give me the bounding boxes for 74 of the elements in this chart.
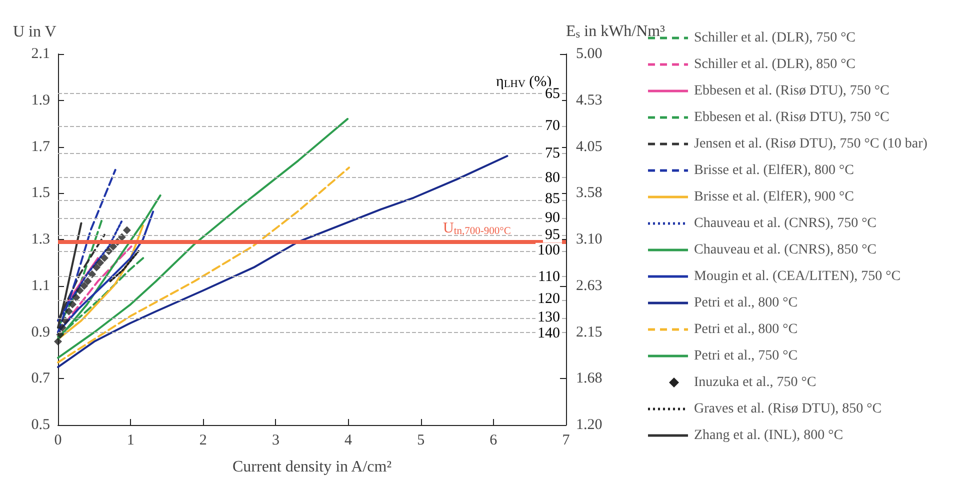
ref-line-label: Utn,700-900°C (443, 220, 511, 237)
y2-tick-label: 1.20 (576, 417, 602, 433)
legend-label: Schiller et al. (DLR), 850 °C (694, 57, 856, 72)
legend-label: Brisse et al. (ElfER), 900 °C (694, 190, 854, 204)
y-tick-label: 1.1 (31, 278, 50, 294)
y-tick-label: 0.9 (31, 324, 50, 340)
point (88, 270, 96, 278)
x-tick-label: 3 (272, 432, 280, 448)
point (68, 300, 77, 308)
x-tick-label: 7 (562, 432, 570, 448)
y2-tick-label: 5.00 (576, 46, 602, 62)
point (58, 324, 66, 332)
legend-label: Schiller et al. (DLR), 750 °C (694, 30, 856, 46)
y-tick-label: 1.3 (31, 232, 50, 248)
x-tick-label: 0 (54, 432, 62, 448)
legend-label: Ebbesen et al. (Risø DTU), 750 °C (694, 110, 890, 125)
y-axis-title: U in V (13, 24, 57, 40)
y-tick-label: 1.9 (31, 92, 50, 108)
annotation: 80 (545, 170, 560, 186)
y-tick-label: 1.7 (31, 138, 50, 155)
legend-label: Ebbesen et al. (Risø DTU), 750 °C (694, 84, 890, 98)
legend-label: Chauveau et al. (CNRS), 850 °C (694, 242, 877, 258)
point (72, 293, 80, 302)
annotation: 90 (545, 210, 560, 226)
y2-tick-label: 4.53 (576, 92, 602, 108)
y2-tick-label: 2.15 (576, 324, 602, 340)
x-tick-label: 4 (344, 432, 353, 448)
point (122, 226, 131, 234)
x-tick-label: 2 (199, 432, 207, 448)
legend-label: Jensen et al. (Risø DTU), 750 °C (10 bar) (694, 136, 928, 152)
annotation: 70 (545, 118, 560, 134)
legend-label: Mougin et al. (CEA/LITEN), 750 °C (694, 269, 901, 284)
annotation: 95 (545, 227, 560, 244)
annotation: 120 (538, 290, 560, 307)
y-tick-label: 2.1 (31, 46, 50, 62)
legend-label: Zhang et al. (INL), 800 °C (694, 428, 844, 443)
legend-label: Graves et al. (Risø DTU), 850 °C (694, 402, 882, 416)
point (64, 307, 73, 316)
line-series (57, 166, 350, 364)
point (92, 263, 100, 272)
annotation: 110 (538, 268, 560, 285)
x-axis-title: Current density in A/cm² (232, 458, 392, 476)
legend-label: Petri et al., 800 °C (694, 296, 798, 310)
point (54, 338, 62, 346)
legend-label: Petri et al., 800 °C (694, 322, 798, 337)
y2-tick-label: 3.58 (576, 185, 602, 202)
legend-label: Inuzuka et al., 750 °C (694, 375, 816, 390)
y2-tick-label: 4.05 (576, 138, 602, 155)
point (96, 258, 104, 267)
y2-tick-label: 3.10 (576, 232, 602, 248)
line-series (57, 155, 508, 368)
legend-label: Brisse et al. (ElfER), 800 °C (694, 163, 854, 178)
y2-tick-label: 2.63 (576, 278, 602, 294)
y-tick-label: 1.5 (31, 185, 50, 202)
annotation: 130 (538, 309, 560, 326)
legend-label: Petri et al., 750 °C (694, 348, 798, 364)
line-series (57, 118, 349, 359)
point (100, 254, 108, 262)
x-tick-label: 1 (126, 432, 134, 448)
annotation: 85 (545, 191, 560, 208)
point (80, 282, 88, 290)
y-tick-label: 0.5 (31, 417, 50, 433)
x-tick-label: 5 (417, 432, 425, 448)
x-tick-label: 6 (490, 432, 498, 448)
y2-axis-title: Es in kWh/Nm³ (566, 23, 666, 40)
legend-label: Chauveau et al. (CNRS), 750 °C (694, 216, 877, 231)
y2-tick-label: 1.68 (576, 370, 602, 387)
point (76, 286, 84, 295)
annotation: 140 (538, 325, 560, 342)
annotation: 100 (538, 242, 560, 258)
point (84, 277, 92, 286)
annotation: 75 (545, 145, 560, 162)
y-tick-label: 0.7 (31, 370, 50, 387)
annotation: 65 (545, 86, 560, 102)
